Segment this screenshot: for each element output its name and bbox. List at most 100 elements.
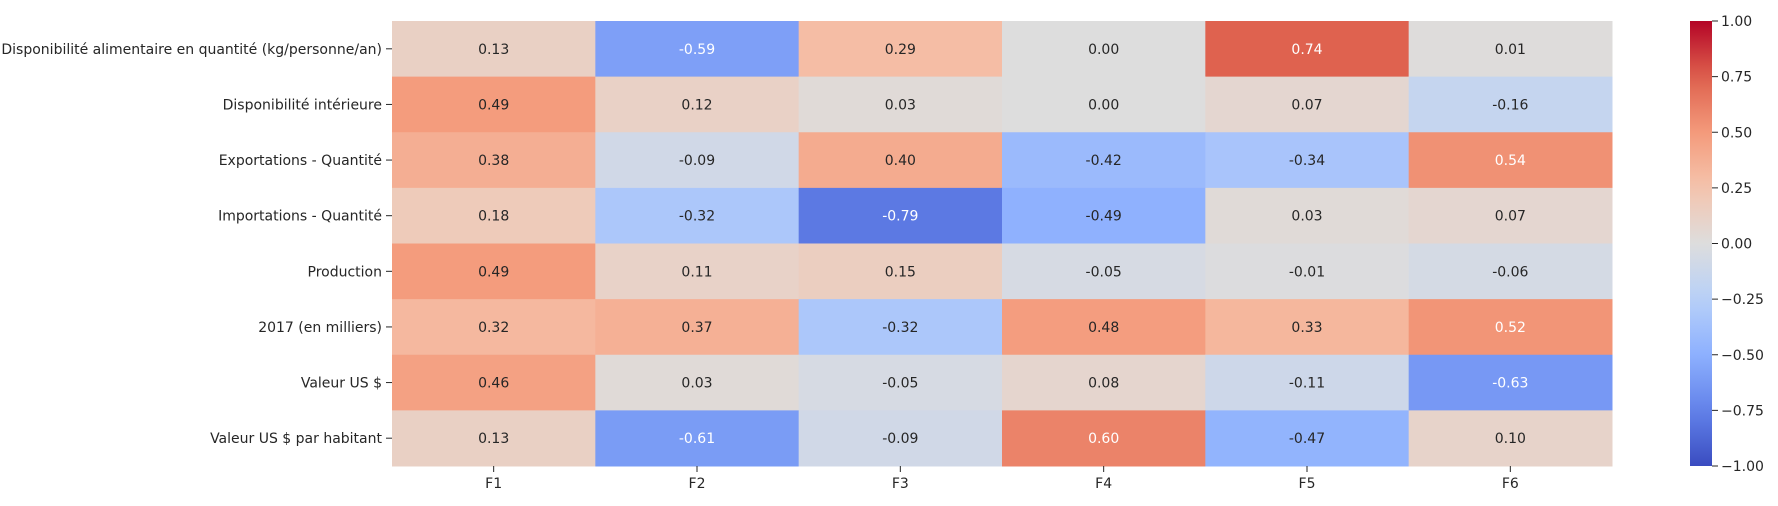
cell-value-label: 0.52 — [1495, 320, 1526, 336]
heatmap-cell — [1205, 21, 1410, 78]
cell-value-label: -0.06 — [1492, 264, 1528, 280]
cell-value-label: -0.32 — [882, 320, 918, 336]
heatmap-cell — [798, 243, 1003, 300]
heatmap-cell — [1408, 76, 1613, 133]
heatmap-cell — [1002, 187, 1206, 244]
heatmap-cell — [1002, 299, 1206, 356]
heatmap-cell — [1002, 354, 1206, 411]
heatmap-cell — [595, 410, 800, 467]
heatmap-cell — [798, 132, 1003, 189]
heatmap-cell — [1205, 410, 1410, 467]
heatmap-cell — [1408, 243, 1613, 300]
y-axis-labels: Disponibilité alimentaire en quantité (k… — [1, 42, 392, 447]
cell-value-label: 0.60 — [1088, 431, 1119, 447]
colorbar-tick-label: 0.25 — [1721, 181, 1752, 197]
cell-value-label: 0.49 — [478, 264, 509, 280]
cell-value-label: 0.48 — [1088, 320, 1119, 336]
cell-value-label: 0.11 — [681, 264, 712, 280]
heatmap-cell — [1205, 243, 1410, 300]
heatmap-cell — [392, 410, 596, 467]
cell-value-label: -0.42 — [1086, 153, 1122, 169]
heatmap-cell — [1205, 76, 1410, 133]
cell-value-label: 0.46 — [478, 376, 509, 392]
heatmap-cell — [392, 132, 596, 189]
colorbar-gradient — [1690, 21, 1712, 466]
y-tick-label: Valeur US $ — [301, 376, 382, 392]
heatmap-cell — [798, 76, 1003, 133]
heatmap-cell — [595, 243, 800, 300]
heatmap-cell — [798, 410, 1003, 467]
heatmap-cell — [1205, 187, 1410, 244]
cell-value-label: 0.01 — [1495, 42, 1526, 58]
y-tick-label: Importations - Quantité — [218, 209, 382, 225]
heatmap-cell — [595, 76, 800, 133]
heatmap-cell — [595, 132, 800, 189]
heatmap-cell — [392, 187, 596, 244]
heatmap-cell — [1002, 132, 1206, 189]
cell-value-label: 0.00 — [1088, 97, 1119, 113]
heatmap-cell — [798, 299, 1003, 356]
heatmap-cell — [1408, 187, 1613, 244]
heatmap-cell — [1408, 21, 1613, 78]
cell-value-label: -0.61 — [679, 431, 715, 447]
y-tick-label: Exportations - Quantité — [219, 153, 382, 169]
colorbar-tick-label: −0.25 — [1721, 292, 1764, 308]
heatmap-cell — [1002, 21, 1206, 78]
cell-value-label: -0.01 — [1289, 264, 1325, 280]
heatmap-cells: 0.13 -0.59 0.29 0.00 0.74 0.01 0.49 0.12 0.03 0.0… — [392, 21, 1613, 467]
cell-value-label: 0.13 — [478, 431, 509, 447]
heatmap-cell — [1408, 410, 1613, 467]
heatmap-cell — [1408, 299, 1613, 356]
heatmap-cell — [1205, 354, 1410, 411]
cell-value-label: 0.54 — [1495, 153, 1526, 169]
colorbar-tick-label: −1.00 — [1721, 459, 1764, 475]
cell-value-label: 0.74 — [1291, 42, 1322, 58]
cell-value-label: -0.11 — [1289, 376, 1325, 392]
cell-value-label: -0.63 — [1492, 376, 1528, 392]
cell-value-label: 0.03 — [1291, 209, 1322, 225]
cell-value-label: -0.79 — [882, 209, 918, 225]
heatmap-cell — [1205, 132, 1410, 189]
cell-value-label: 0.40 — [885, 153, 916, 169]
cell-value-label: 0.12 — [681, 97, 712, 113]
heatmap-cell — [392, 21, 596, 78]
cell-value-label: 0.18 — [478, 209, 509, 225]
y-tick-label: Disponibilité intérieure — [223, 97, 382, 113]
heatmap-cell — [1408, 354, 1613, 411]
x-tick-label: F5 — [1299, 476, 1316, 492]
cell-value-label: 0.29 — [885, 42, 916, 58]
heatmap-cell — [595, 187, 800, 244]
colorbar-tick-label: 0.50 — [1721, 125, 1752, 141]
colorbar-tick-label: 0.75 — [1721, 70, 1752, 86]
cell-value-label: -0.59 — [679, 42, 715, 58]
heatmap-cell — [392, 354, 596, 411]
cell-value-label: 0.37 — [681, 320, 712, 336]
cell-value-label: 0.07 — [1291, 97, 1322, 113]
cell-value-label: -0.16 — [1492, 97, 1528, 113]
heatmap-cell — [1408, 132, 1613, 189]
heatmap-cell — [392, 76, 596, 133]
y-tick-label: Disponibilité alimentaire en quantité (k… — [1, 42, 382, 58]
heatmap-cell — [595, 21, 800, 78]
cell-value-label: 0.08 — [1088, 376, 1119, 392]
cell-value-label: -0.05 — [1086, 264, 1122, 280]
cell-value-label: -0.34 — [1289, 153, 1325, 169]
cell-value-label: 0.13 — [478, 42, 509, 58]
y-tick-label: Production — [308, 264, 382, 280]
x-tick-label: F1 — [485, 476, 502, 492]
heatmap-cell — [392, 299, 596, 356]
heatmap-cell — [392, 243, 596, 300]
cell-value-label: -0.47 — [1289, 431, 1325, 447]
heatmap-cell — [1002, 410, 1206, 467]
heatmap-cell — [595, 299, 800, 356]
x-tick-label: F3 — [892, 476, 909, 492]
cell-value-label: 0.07 — [1495, 209, 1526, 225]
y-tick-label: Valeur US $ par habitant — [210, 431, 382, 447]
cell-value-label: -0.49 — [1086, 209, 1122, 225]
y-tick-label: 2017 (en milliers) — [258, 320, 382, 336]
cell-value-label: 0.03 — [885, 97, 916, 113]
x-axis-labels: F1 F2 F3 F4 F5 F6 — [485, 466, 1519, 492]
colorbar-tick-label: 0.00 — [1721, 237, 1752, 253]
colorbar-tick-label: 1.00 — [1721, 14, 1752, 30]
